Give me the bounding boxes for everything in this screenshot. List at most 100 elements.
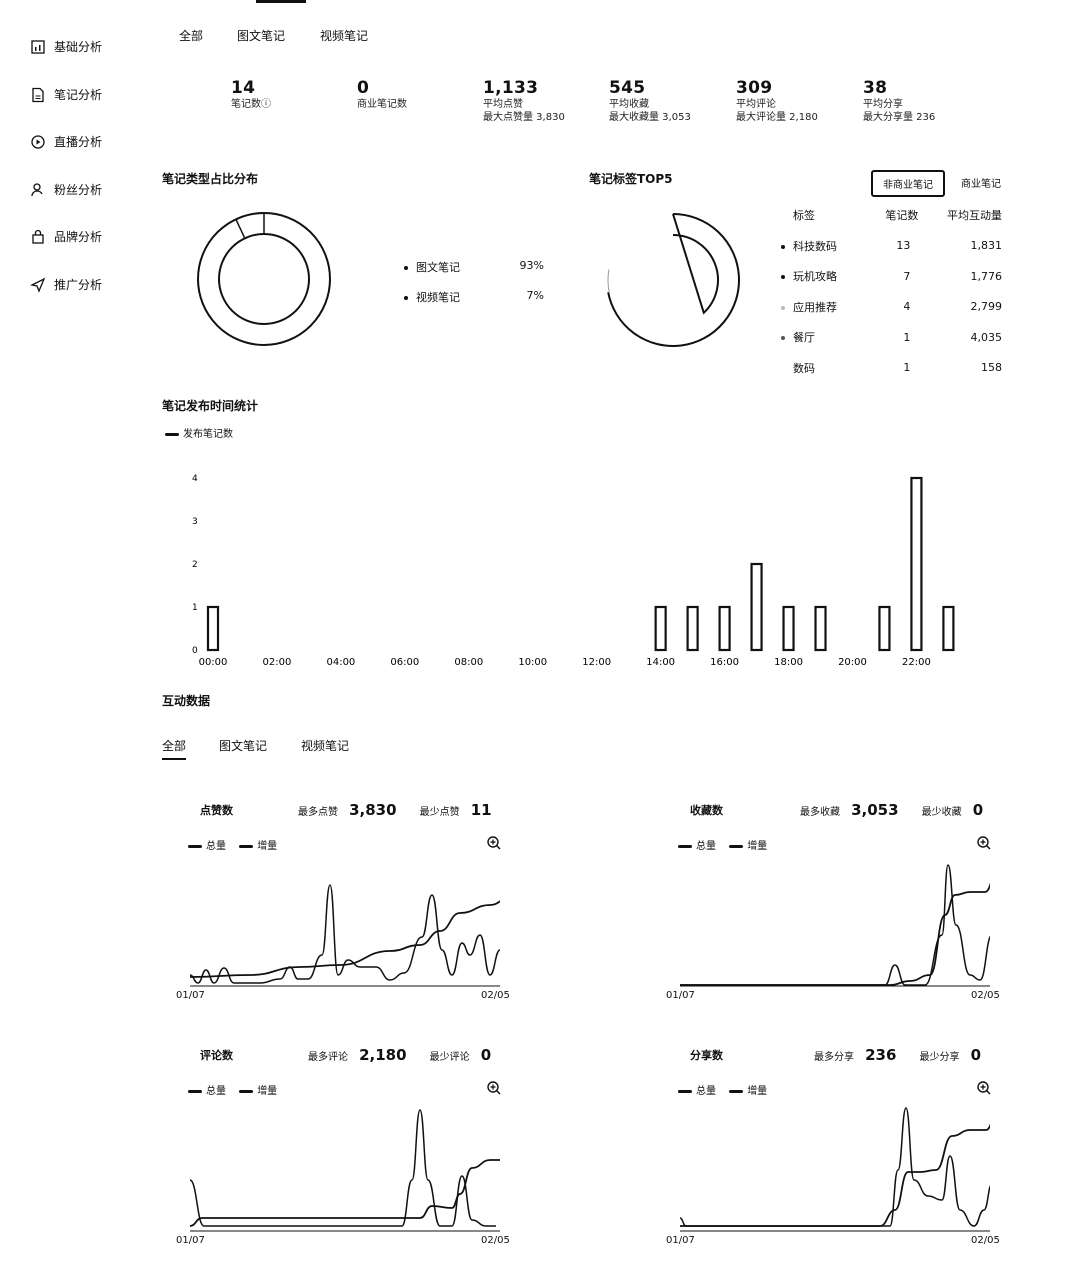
tag-arc-inner xyxy=(672,213,719,315)
legend-line-total xyxy=(188,1089,202,1093)
sidebar-item-label: 推广分析 xyxy=(54,278,103,292)
total-series-line xyxy=(190,900,500,978)
legend-name: 图文笔记 xyxy=(416,261,460,274)
section-title-publish-time: 笔记发布时间统计 xyxy=(162,399,259,413)
bar[interactable] xyxy=(910,476,923,652)
panel-legend: 总量 增量 xyxy=(188,837,277,852)
tags-table: 标签 笔记数 平均互动量 科技数码 13 1,831 玩机攻略 7 1,776 … xyxy=(777,200,1002,383)
publish-time-bar-chart: 0 1 2 3 4 00:00 02:00 04:00 06:00 08:00 10:00 12:00… xyxy=(192,474,955,668)
panel-legend: 总量 增量 xyxy=(678,837,767,852)
x-tick-label: 08:00 xyxy=(454,657,483,668)
bar[interactable] xyxy=(686,605,699,652)
section-title-interaction: 互动数据 xyxy=(162,694,211,708)
min-label: 最少评论 xyxy=(429,1052,470,1063)
zoom-in-icon[interactable] xyxy=(976,835,992,851)
play-circle-icon xyxy=(31,134,45,149)
header-count: 笔记数 xyxy=(885,209,919,223)
commercial-button[interactable]: 商业笔记 xyxy=(961,179,1001,190)
active-indicator xyxy=(256,0,306,3)
zoom-in-icon[interactable] xyxy=(486,1080,502,1096)
stat-label: 平均收藏 xyxy=(609,99,649,110)
table-row: 应用推荐 4 2,799 xyxy=(777,292,1002,323)
sidebar-item-notes[interactable]: 笔记分析 xyxy=(30,86,102,103)
x-tick-label: 16:00 xyxy=(710,657,739,668)
interaction-line-chart xyxy=(190,884,500,987)
zoom-in-icon[interactable] xyxy=(486,835,502,851)
sidebar-item-fans[interactable]: 粉丝分析 xyxy=(30,181,102,198)
document-icon xyxy=(32,87,44,102)
interaction-tab-video[interactable]: 视频笔记 xyxy=(301,739,350,753)
stat-sub: 最大收藏量 3,053 xyxy=(609,112,691,123)
tab-video-notes[interactable]: 视频笔记 xyxy=(320,29,369,43)
interaction-line-chart xyxy=(190,1109,500,1232)
tags-donut-chart xyxy=(607,213,740,347)
table-row: 玩机攻略 7 1,776 xyxy=(777,261,1002,292)
sidebar-item-label: 基础分析 xyxy=(54,40,103,54)
bar[interactable] xyxy=(878,605,891,652)
tab-image-notes[interactable]: 图文笔记 xyxy=(237,29,286,43)
interaction-tab-image[interactable]: 图文笔记 xyxy=(219,739,268,753)
panel-legend: 总量 增量 xyxy=(678,1082,767,1097)
bar[interactable] xyxy=(942,605,955,652)
legend-line-delta xyxy=(239,1089,254,1093)
sidebar-item-live[interactable]: 直播分析 xyxy=(30,133,102,150)
min-label: 最少点赞 xyxy=(419,807,460,818)
y-tick-label: 3 xyxy=(192,517,198,527)
min-label: 最少分享 xyxy=(919,1052,960,1063)
non-commercial-button[interactable]: 非商业笔记 xyxy=(871,170,945,197)
bar[interactable] xyxy=(782,605,795,652)
tag-name: 餐厅 xyxy=(793,331,815,345)
interaction-tab-all[interactable]: 全部 xyxy=(162,739,187,753)
legend-total: 总量 xyxy=(696,841,716,852)
stat-value: 14 xyxy=(231,78,256,98)
x-tick-label: 06:00 xyxy=(390,657,419,668)
panel-max-min: 最多评论 2,180 最少评论 0 xyxy=(308,1045,491,1064)
sidebar-item-promo[interactable]: 推广分析 xyxy=(30,276,102,293)
x-start-label: 01/07 xyxy=(176,1235,205,1246)
x-end-label: 02/05 xyxy=(971,990,1000,1001)
max-label: 最多评论 xyxy=(308,1052,348,1063)
tab-all[interactable]: 全部 xyxy=(179,29,204,43)
legend-line-total xyxy=(188,844,202,848)
legend-item: 图文笔记 93% xyxy=(404,259,544,289)
max-label: 最多点赞 xyxy=(298,807,338,818)
interaction-line-chart xyxy=(680,1107,990,1232)
table-row: 数码 1 158 xyxy=(777,353,1002,384)
legend-line xyxy=(165,432,179,436)
legend-total: 总量 xyxy=(696,1086,716,1097)
bar[interactable] xyxy=(814,605,827,652)
header-tag: 标签 xyxy=(793,209,815,223)
sidebar-item-label: 笔记分析 xyxy=(54,88,103,102)
bar[interactable] xyxy=(750,562,763,652)
zoom-in-icon[interactable] xyxy=(976,1080,992,1096)
type-legend: 图文笔记 93% 视频笔记 7% xyxy=(404,259,544,319)
min-label: 最少收藏 xyxy=(921,807,962,818)
x-tick-label: 18:00 xyxy=(774,657,803,668)
panel-title: 评论数 xyxy=(200,1049,233,1062)
panel-max-min: 最多分享 236 最少分享 0 xyxy=(814,1045,981,1064)
max-value: 2,180 xyxy=(359,1046,407,1064)
tag-avg: 2,799 xyxy=(970,300,1003,314)
stat-sub: 最大点赞量 3,830 xyxy=(483,112,565,123)
sidebar-item-brand[interactable]: 品牌分析 xyxy=(30,228,102,245)
legend-delta: 增量 xyxy=(747,841,768,852)
donut-slice-divider xyxy=(235,218,246,239)
max-value: 236 xyxy=(865,1046,897,1064)
bar-chart-icon xyxy=(31,39,45,54)
delta-series-line xyxy=(190,884,500,984)
x-start-label: 01/07 xyxy=(176,990,205,1001)
bar[interactable] xyxy=(654,605,667,652)
bar[interactable] xyxy=(718,605,731,652)
y-tick-label: 0 xyxy=(192,646,198,656)
tag-name: 应用推荐 xyxy=(793,300,837,314)
panel-title: 分享数 xyxy=(690,1049,723,1062)
delta-series-line xyxy=(680,864,990,986)
bar[interactable] xyxy=(206,605,220,652)
max-label: 最多收藏 xyxy=(800,807,840,818)
legend-pct: 7% xyxy=(526,289,544,302)
legend-line-delta xyxy=(239,844,254,848)
x-end-label: 02/05 xyxy=(971,1235,1000,1246)
tag-count: 1 xyxy=(903,361,911,375)
sidebar-item-basic[interactable]: 基础分析 xyxy=(30,38,102,55)
max-value: 3,053 xyxy=(851,801,899,819)
